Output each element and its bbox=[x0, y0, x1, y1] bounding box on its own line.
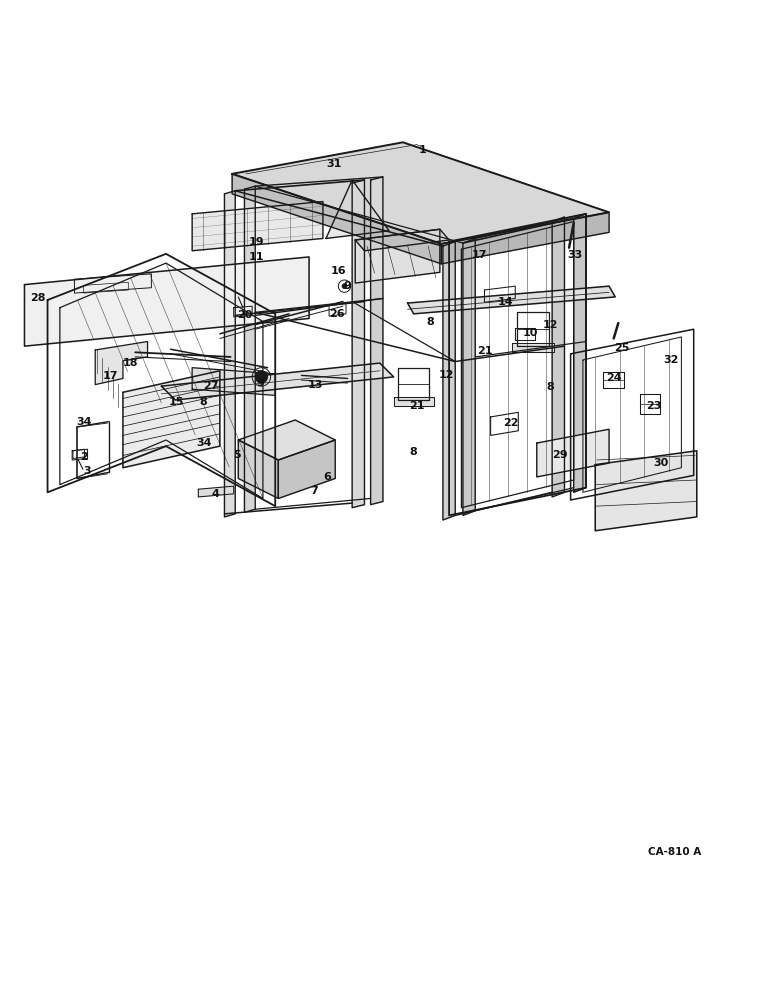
Text: 9: 9 bbox=[344, 281, 351, 291]
Text: 20: 20 bbox=[237, 310, 252, 320]
Text: 5: 5 bbox=[233, 450, 241, 460]
Polygon shape bbox=[123, 371, 220, 468]
Text: 21: 21 bbox=[409, 401, 425, 411]
Text: 31: 31 bbox=[326, 159, 341, 169]
Polygon shape bbox=[463, 238, 476, 515]
Text: 34: 34 bbox=[196, 438, 212, 448]
Text: 6: 6 bbox=[323, 472, 331, 482]
Text: 8: 8 bbox=[427, 317, 435, 327]
Text: 18: 18 bbox=[123, 358, 138, 368]
Polygon shape bbox=[198, 486, 234, 497]
Polygon shape bbox=[245, 186, 256, 512]
Text: 7: 7 bbox=[310, 486, 317, 496]
Text: 9: 9 bbox=[256, 378, 264, 388]
Polygon shape bbox=[408, 286, 615, 314]
Polygon shape bbox=[371, 177, 383, 505]
Circle shape bbox=[256, 371, 268, 383]
Text: 34: 34 bbox=[76, 417, 92, 427]
Polygon shape bbox=[443, 242, 455, 520]
Polygon shape bbox=[225, 191, 235, 517]
Polygon shape bbox=[552, 217, 564, 497]
Text: 26: 26 bbox=[329, 309, 344, 319]
Text: 12: 12 bbox=[543, 320, 558, 330]
Text: 11: 11 bbox=[249, 252, 265, 262]
Polygon shape bbox=[232, 174, 442, 264]
Polygon shape bbox=[574, 214, 586, 492]
Polygon shape bbox=[25, 257, 309, 346]
Text: 4: 4 bbox=[212, 489, 219, 499]
Text: 8: 8 bbox=[200, 397, 208, 407]
Text: 29: 29 bbox=[552, 450, 567, 460]
Polygon shape bbox=[161, 363, 394, 400]
Text: 13: 13 bbox=[307, 380, 323, 390]
Polygon shape bbox=[239, 440, 279, 498]
Polygon shape bbox=[537, 429, 609, 477]
Text: 14: 14 bbox=[497, 297, 513, 307]
Text: 1: 1 bbox=[419, 145, 427, 155]
Text: 27: 27 bbox=[203, 381, 218, 391]
Text: 2: 2 bbox=[80, 452, 87, 462]
Text: 28: 28 bbox=[31, 293, 46, 303]
Polygon shape bbox=[394, 397, 434, 406]
Polygon shape bbox=[442, 212, 609, 264]
Text: 22: 22 bbox=[503, 418, 518, 428]
Text: 15: 15 bbox=[169, 397, 185, 407]
Text: 8: 8 bbox=[547, 382, 554, 392]
Polygon shape bbox=[355, 229, 449, 251]
Polygon shape bbox=[239, 420, 335, 460]
Text: 17: 17 bbox=[103, 371, 118, 381]
Text: 12: 12 bbox=[438, 370, 454, 380]
Text: 16: 16 bbox=[330, 266, 346, 276]
Text: 17: 17 bbox=[472, 250, 488, 260]
Polygon shape bbox=[355, 229, 440, 283]
Polygon shape bbox=[192, 368, 276, 395]
Polygon shape bbox=[95, 342, 147, 385]
Text: 33: 33 bbox=[567, 250, 582, 260]
Text: 30: 30 bbox=[654, 458, 669, 468]
Text: 21: 21 bbox=[477, 346, 493, 356]
Text: 19: 19 bbox=[249, 237, 265, 247]
Text: CA-810 A: CA-810 A bbox=[648, 847, 701, 857]
Text: 23: 23 bbox=[646, 401, 662, 411]
Text: 24: 24 bbox=[606, 373, 621, 383]
Polygon shape bbox=[192, 202, 323, 251]
Polygon shape bbox=[352, 180, 364, 508]
Polygon shape bbox=[232, 142, 609, 244]
Polygon shape bbox=[326, 180, 389, 238]
Polygon shape bbox=[595, 451, 697, 531]
Polygon shape bbox=[512, 343, 554, 352]
Text: 25: 25 bbox=[614, 343, 629, 353]
Text: 3: 3 bbox=[83, 466, 91, 476]
Text: 10: 10 bbox=[523, 328, 538, 338]
Text: 32: 32 bbox=[663, 355, 679, 365]
Text: 8: 8 bbox=[410, 447, 418, 457]
Circle shape bbox=[342, 284, 347, 288]
Polygon shape bbox=[279, 440, 335, 498]
